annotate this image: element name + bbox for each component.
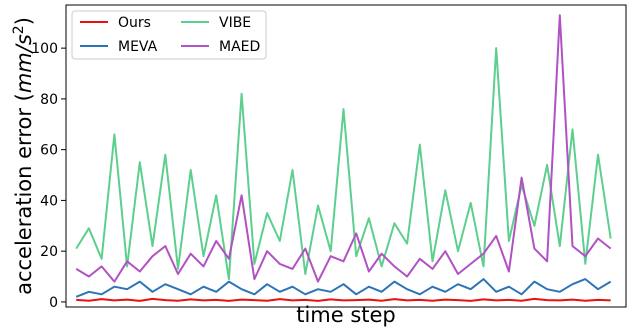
y-axis-label-unit: mm/s: [12, 34, 36, 93]
y-tick-label: 80: [40, 92, 58, 108]
y-tick-label: 100: [31, 41, 58, 57]
legend-label-ours: Ours: [118, 15, 151, 31]
series-line-maed: [75, 14, 612, 283]
series-line-vibe: [75, 47, 612, 281]
series-line-ours: [76, 297, 611, 302]
legend: Ours MEVA VIBE MAED: [71, 10, 267, 60]
legend-box: [71, 10, 267, 60]
legend-label-vibe: VIBE: [219, 15, 251, 31]
legend-label-meva: MEVA: [118, 39, 158, 55]
x-axis-label: time step: [296, 303, 396, 327]
y-tick-label: 60: [40, 143, 58, 159]
y-axis-label-close: ): [12, 17, 36, 25]
y-tick-label: 0: [49, 295, 58, 311]
y-axis-label-exponent: 2: [11, 25, 27, 34]
y-tick-label: 40: [40, 193, 58, 209]
y-tick-label: 20: [40, 244, 58, 260]
series-line-meva: [75, 278, 612, 298]
series-layer: [75, 14, 612, 302]
y-axis: 0 20 40 60 80 100: [31, 41, 66, 311]
y-axis-label: acceleration error (mm/s2): [11, 17, 36, 295]
plot-frame: [65, 4, 627, 308]
y-axis-label-main: acceleration error (: [12, 93, 36, 295]
legend-label-maed: MAED: [219, 39, 260, 55]
